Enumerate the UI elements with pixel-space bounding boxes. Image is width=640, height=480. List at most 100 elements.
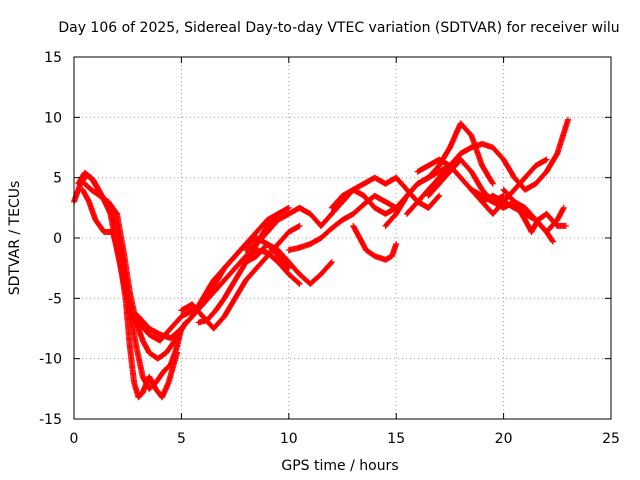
data-point: [113, 210, 120, 217]
series-sat-track-8: [195, 210, 282, 326]
data-point: [436, 180, 443, 187]
data-point: [167, 325, 174, 332]
data-point: [328, 259, 335, 266]
data-point: [122, 295, 129, 302]
data-point: [126, 289, 133, 296]
series-fill-markers: [426, 157, 506, 205]
data-point: [275, 259, 282, 266]
data-point: [382, 198, 389, 205]
data-point: [182, 319, 189, 326]
data-point: [296, 280, 303, 287]
y-tick-label: 15: [44, 50, 62, 66]
data-point: [159, 394, 166, 401]
data-point: [339, 216, 346, 223]
data-point: [210, 283, 217, 290]
data-point: [275, 241, 282, 248]
y-tick-label: 0: [53, 231, 62, 247]
data-point: [554, 222, 561, 229]
data-point: [139, 389, 146, 396]
data-point: [403, 192, 410, 199]
data-point: [174, 349, 181, 356]
data-point: [532, 180, 539, 187]
data-point: [468, 132, 475, 139]
data-point: [388, 253, 395, 260]
data-point: [522, 174, 529, 181]
data-point: [275, 216, 282, 223]
data-point: [199, 301, 206, 308]
data-point: [285, 228, 292, 235]
data-point: [511, 186, 518, 193]
data-point: [565, 116, 572, 123]
data-point: [360, 201, 367, 208]
data-point: [318, 271, 325, 278]
data-point: [81, 180, 88, 187]
data-point: [436, 162, 443, 169]
data-point: [489, 192, 496, 199]
data-point: [543, 168, 550, 175]
data-point: [156, 337, 163, 344]
data-point: [139, 373, 146, 380]
data-point: [479, 186, 486, 193]
data-point: [296, 244, 303, 251]
data-point: [468, 168, 475, 175]
data-point: [275, 247, 282, 254]
data-point: [88, 186, 95, 193]
data-point: [425, 162, 432, 169]
data-point: [221, 265, 228, 272]
data-point: [457, 174, 464, 181]
x-tick-label: 25: [602, 431, 620, 447]
data-point: [221, 277, 228, 284]
data-point: [264, 228, 271, 235]
series-fill-markers: [501, 187, 568, 234]
data-point: [146, 373, 153, 380]
data-point: [96, 192, 103, 199]
data-point: [562, 222, 569, 229]
data-point: [174, 343, 181, 350]
data-point: [425, 174, 432, 181]
data-point: [178, 313, 185, 320]
data-point: [457, 156, 464, 163]
data-point: [403, 210, 410, 217]
data-point: [242, 277, 249, 284]
data-point: [285, 259, 292, 266]
data-point: [146, 349, 153, 356]
data-point: [212, 307, 219, 314]
series-sat-track-6: [178, 222, 303, 332]
data-point: [371, 192, 378, 199]
data-point: [489, 198, 496, 205]
data-point: [500, 204, 507, 211]
data-point: [232, 253, 239, 260]
data-point: [204, 317, 211, 324]
x-tick-label: 15: [387, 431, 405, 447]
data-point: [296, 271, 303, 278]
data-point: [296, 204, 303, 211]
data-point: [105, 198, 112, 205]
x-axis-label: GPS time / hours: [281, 458, 398, 474]
data-point: [403, 186, 410, 193]
data-point: [165, 379, 172, 386]
tick-layer: 0 5 10 15 20 25 -15 -10 -5 0 5 10 15: [39, 50, 620, 447]
data-point: [500, 192, 507, 199]
data-point: [479, 140, 486, 147]
data-point: [146, 325, 153, 332]
data-point: [178, 307, 185, 314]
data-point: [253, 265, 260, 272]
data-point: [154, 355, 161, 362]
data-point: [436, 192, 443, 199]
data-point: [135, 394, 142, 401]
data-point: [560, 204, 567, 211]
data-point: [382, 256, 389, 263]
data-point: [139, 337, 146, 344]
data-point: [318, 235, 325, 241]
data-point: [275, 210, 282, 217]
data-point: [393, 174, 400, 181]
data-point: [511, 174, 518, 181]
data-point: [479, 198, 486, 205]
grid-layer: [74, 57, 611, 419]
data-point: [171, 337, 178, 344]
data-point: [371, 253, 378, 260]
data-point: [146, 385, 153, 392]
data-point: [195, 319, 202, 326]
data-point: [163, 349, 170, 356]
data-point: [550, 238, 557, 245]
